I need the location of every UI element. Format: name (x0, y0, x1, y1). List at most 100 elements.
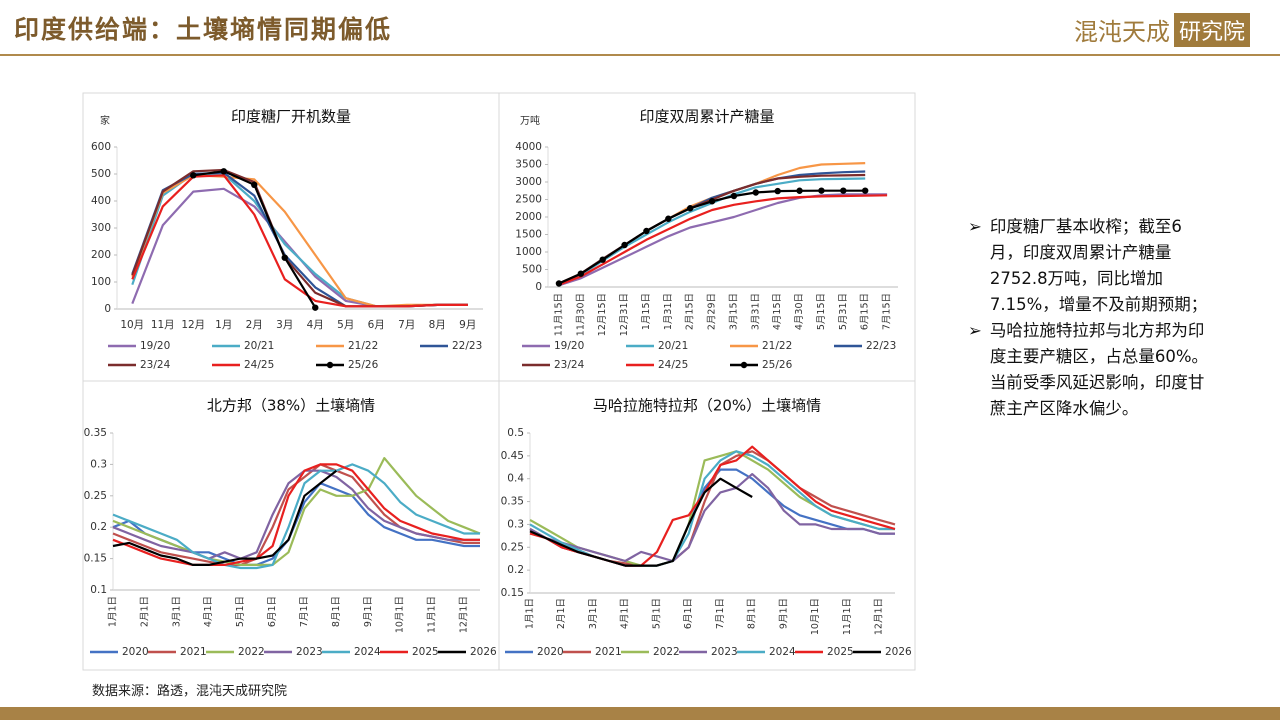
x-tick-label: 3月 (276, 319, 293, 331)
y-tick-label: 0.4 (507, 473, 524, 485)
x-tick-label: 7月 (398, 319, 415, 331)
point (190, 172, 197, 179)
x-tick-label: 5月1日 (651, 598, 662, 629)
point (818, 187, 825, 194)
chart-title: 马哈拉施特拉邦（20%）土壤墒情 (593, 397, 821, 415)
legend-label: 2026 (470, 646, 497, 658)
x-tick-label: 6月1日 (683, 598, 694, 629)
legend-label: 23/24 (554, 359, 585, 371)
legend-marker (740, 361, 748, 369)
x-tick-label: 11月1日 (842, 598, 853, 635)
legend-label: 25/26 (348, 359, 379, 371)
x-tick-label: 4月 (307, 319, 324, 331)
legend-label: 19/20 (140, 340, 170, 352)
legend-label: 23/24 (140, 359, 171, 371)
legend-label: 19/20 (554, 340, 584, 352)
legend-label: 25/26 (762, 359, 793, 371)
series-line (131, 174, 468, 308)
y-tick-label: 3000 (515, 176, 542, 188)
point (796, 187, 803, 194)
point (686, 205, 694, 212)
legend-label: 22/23 (866, 340, 896, 352)
x-tick-label: 8月 (429, 319, 446, 331)
y-tick-label: 0 (104, 303, 111, 315)
x-tick-label: 12月15日 (597, 293, 608, 336)
point (599, 256, 606, 263)
point (577, 270, 585, 277)
series-line (112, 469, 480, 560)
series-line (529, 445, 896, 567)
point (555, 280, 563, 287)
x-tick-label: 12月1日 (459, 596, 470, 633)
y-tick-label: 1000 (515, 246, 542, 258)
y-tick-label: 0.3 (507, 518, 524, 530)
point (281, 254, 288, 261)
point (708, 198, 716, 205)
y-tick-label: 4000 (515, 141, 542, 153)
series-line (131, 174, 468, 308)
x-tick-label: 12月 (181, 319, 205, 331)
series-line (558, 193, 888, 287)
series-line (112, 457, 481, 566)
x-tick-label: 10月 (120, 319, 144, 331)
legend-label: 2026 (885, 646, 912, 658)
legend-label: 2023 (296, 646, 323, 658)
x-tick-label: 3月1日 (171, 596, 182, 627)
y-tick-label: 0.35 (501, 496, 524, 508)
x-tick-label: 12月1日 (874, 598, 885, 635)
bullet-text: 马哈拉施特拉邦与北方邦为印度主要产糖区，占总量60%。当前受季风延迟影响，印度甘… (989, 321, 1209, 418)
legend-label: 20/21 (658, 340, 688, 352)
chart-title: 印度糖厂开机数量 (231, 108, 351, 126)
x-tick-label: 5月 (337, 319, 354, 331)
source: 数据来源：路透，混沌天成研究院 (92, 684, 288, 699)
legend-label: 2024 (769, 646, 796, 658)
chart-frame (498, 380, 916, 671)
series-line (112, 469, 338, 566)
x-tick-label: 11月30日 (575, 293, 586, 336)
x-tick-label: 9月 (459, 319, 476, 331)
chart-frame (498, 92, 916, 382)
y-tick-label: 0.2 (90, 521, 107, 533)
legend-label: 2025 (827, 646, 854, 658)
x-tick-label: 8月1日 (331, 596, 342, 627)
x-tick-label: 1月31日 (663, 293, 674, 330)
legend-label: 21/22 (762, 340, 792, 352)
y-tick-label: 0.2 (507, 564, 524, 576)
legend-label: 2022 (238, 646, 265, 658)
x-tick-label: 2月 (246, 319, 263, 331)
bullet-text: 印度糖厂基本收榨；截至6月，印度双周累计产糖量2752.8万吨，同比增加7.15… (989, 217, 1208, 314)
legend-label: 2023 (711, 646, 738, 658)
x-tick-label: 12月31日 (619, 293, 630, 336)
x-tick-label: 9月1日 (778, 598, 789, 629)
legend-label: 20/21 (244, 340, 274, 352)
unit-label: 万吨 (520, 114, 540, 127)
y-tick-label: 2000 (515, 211, 542, 223)
y-tick-label: 0.35 (84, 427, 107, 439)
bullet: ➢ 印度糖厂基本收榨；截至6月，印度双周累计产糖量2752.8万吨，同比增加7.1… (968, 214, 1208, 318)
x-tick-label: 5月1日 (235, 596, 246, 627)
bullets: ➢ 印度糖厂基本收榨；截至6月，印度双周累计产糖量2752.8万吨，同比增加7.1… (968, 214, 1208, 422)
legend-label: 21/22 (348, 340, 378, 352)
x-tick-label: 2月1日 (556, 598, 567, 629)
x-tick-label: 6月15日 (860, 293, 871, 330)
y-tick-label: 500 (91, 168, 111, 180)
legend-label: 2022 (653, 646, 680, 658)
series-line (529, 473, 895, 563)
x-tick-label: 11月1日 (427, 596, 438, 633)
x-tick-label: 2月15日 (685, 293, 696, 330)
x-tick-label: 4月15日 (772, 293, 783, 330)
x-tick-label: 2月1日 (139, 596, 150, 627)
y-tick-label: 500 (522, 264, 542, 276)
x-tick-label: 6月 (368, 319, 385, 331)
x-tick-label: 6月1日 (267, 596, 278, 627)
x-tick-label: 2月29日 (707, 293, 718, 330)
point (251, 181, 258, 188)
legend-label: 22/23 (452, 340, 482, 352)
legend-label: 24/25 (658, 359, 688, 371)
y-tick-label: 0.3 (90, 458, 107, 470)
logo: 混沌天成 研究院 (1074, 12, 1250, 47)
x-tick-label: 1月15日 (641, 293, 652, 330)
x-tick-label: 4月1日 (620, 598, 631, 629)
series-line (131, 187, 468, 308)
x-tick-label: 8月1日 (747, 598, 758, 629)
